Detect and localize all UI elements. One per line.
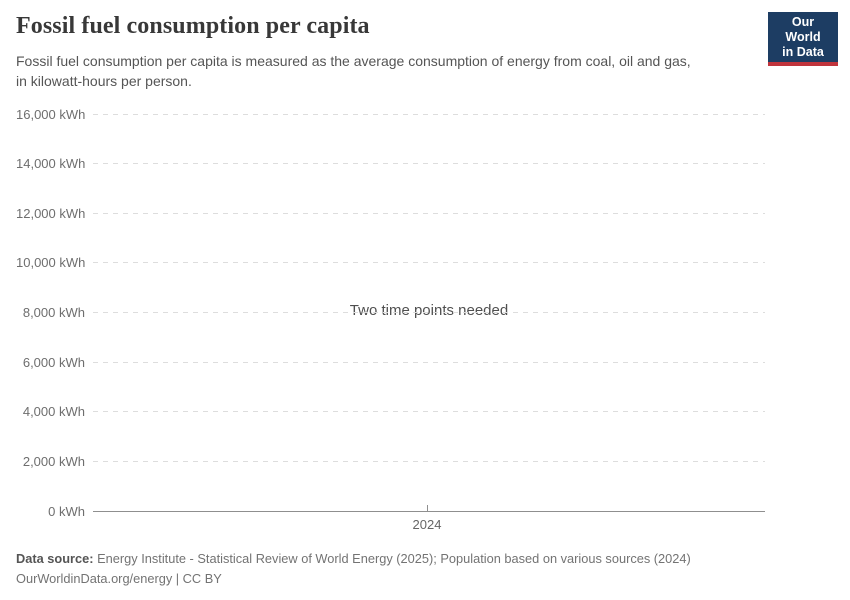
y-axis-tick-label: 16,000 kWh [16,106,86,122]
gridline [93,460,765,462]
chart-footer: Data source: Energy Institute - Statisti… [16,549,836,589]
y-axis-tick-label: 12,000 kWh [16,205,86,221]
y-axis-tick-label: 0 kWh [48,503,85,519]
empty-state-message: Two time points needed [93,302,765,320]
gridline [93,163,765,165]
y-axis-row: 12,000 kWh [16,205,765,221]
data-source-text: Energy Institute - Statistical Review of… [93,551,691,566]
y-axis-tick-label: 2,000 kWh [22,453,85,469]
y-axis-row: 16,000 kWh [16,106,765,122]
page-title: Fossil fuel consumption per capita [16,13,370,39]
y-axis-row: 14,000 kWh [16,156,765,172]
chart-subtitle: Fossil fuel consumption per capita is me… [16,52,691,91]
y-axis-tick-label: 14,000 kWh [16,156,86,172]
owid-logo-line1: Our World [785,15,821,44]
y-axis-row: 10,000 kWh [16,255,765,271]
x-axis-line [93,510,765,512]
y-axis-row: 0 kWh [16,503,765,519]
gridline [93,411,765,413]
y-axis-tick-label: 10,000 kWh [16,255,86,271]
y-axis-tick-label: 6,000 kWh [22,354,85,370]
chart-subtitle-line: in kilowatt-hours per person. [16,72,192,89]
x-axis-tick-mark [427,505,428,511]
y-axis-row: 6,000 kWh [16,354,765,370]
y-axis-row: 2,000 kWh [16,453,765,469]
owid-logo-line2: in Data [782,45,824,59]
gridline [93,262,765,264]
y-axis-tick-label: 8,000 kWh [22,305,85,320]
gridline [93,361,765,363]
gridline [93,113,765,115]
gridline [93,312,765,313]
data-source-label: Data source: [16,551,94,566]
x-axis-tick-label: 2024 [412,517,442,532]
owid-logo[interactable]: Our World in Data [768,12,838,66]
y-axis-tick-label: 4,000 kWh [22,404,85,420]
chart-subtitle-line: Fossil fuel consumption per capita is me… [16,53,691,69]
data-source-line: Data source: Energy Institute - Statisti… [16,549,836,569]
y-axis-row: 4,000 kWh [16,404,765,420]
gridline [93,212,765,214]
y-axis-row: 8,000 kWh [16,305,765,321]
license-line[interactable]: OurWorldinData.org/energy | CC BY [16,571,222,586]
